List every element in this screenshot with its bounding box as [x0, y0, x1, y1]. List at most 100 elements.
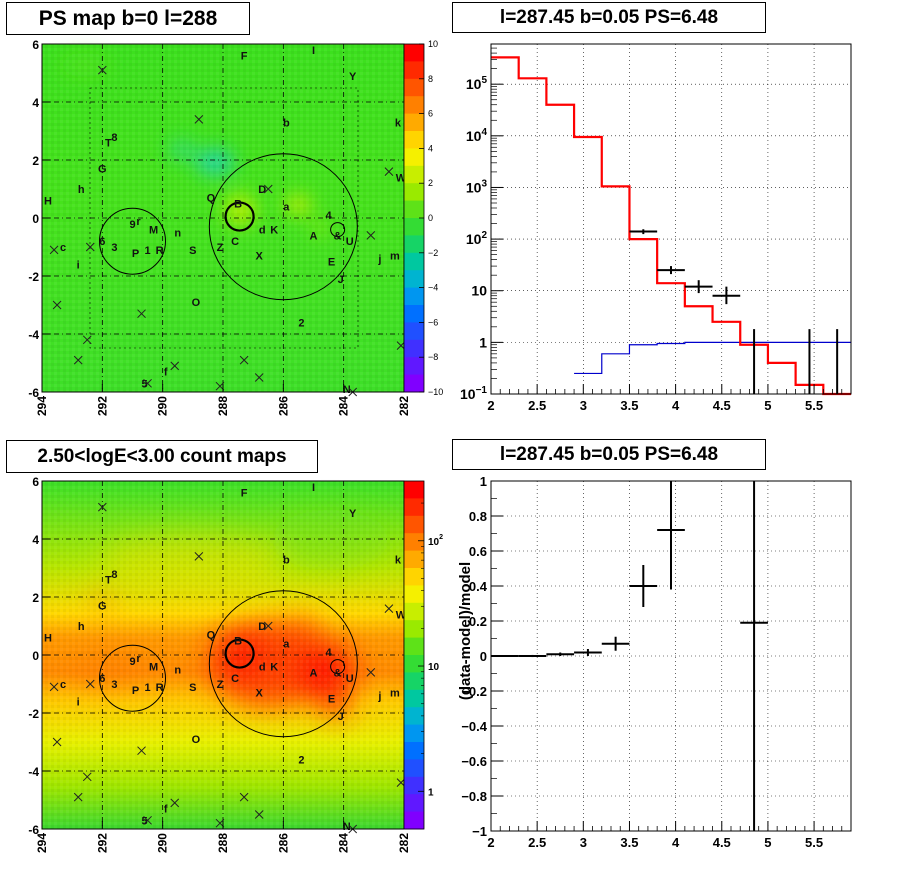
- title-residuals: l=287.45 b=0.05 PS=6.48: [452, 439, 766, 470]
- y-tick-label: 6: [32, 475, 39, 489]
- colorbar-cell: [404, 270, 424, 289]
- residual-x-tick-label: 3: [580, 835, 587, 850]
- residual-y-tick-label: 1: [480, 474, 487, 489]
- source-label: D: [258, 184, 266, 196]
- source-label: i: [77, 696, 80, 708]
- source-label: Y: [349, 71, 357, 83]
- y-tick-label: -6: [28, 823, 39, 837]
- source-label: O: [192, 297, 201, 309]
- y-tick-label: 0: [32, 649, 39, 663]
- colorbar-cell: [404, 533, 424, 552]
- cross-marker: [137, 746, 146, 756]
- residual-points: [491, 481, 768, 831]
- colorbar-tick-label: 10: [428, 662, 440, 673]
- residual-y-tick-label: 0.4: [469, 579, 488, 594]
- target-circle: [224, 201, 255, 232]
- cross-marker: [143, 815, 152, 825]
- cross-marker: [52, 300, 62, 310]
- source-label: 6: [99, 673, 105, 685]
- source-label: 3: [111, 679, 117, 691]
- ps-map-grid: [42, 44, 404, 392]
- spectrum-y-tick-label: 103: [466, 178, 488, 195]
- source-label: &: [334, 667, 342, 679]
- source-label: C: [231, 236, 239, 248]
- source-label: A: [310, 667, 318, 679]
- source-label: n: [174, 665, 181, 677]
- x-tick-label: 292: [95, 833, 109, 853]
- source-label: k: [395, 554, 402, 566]
- residual-x-tick-label: 2: [487, 835, 494, 850]
- source-label: 5: [142, 378, 148, 390]
- source-label: U: [346, 673, 354, 685]
- source-label: K: [270, 225, 278, 237]
- source-label: O: [192, 734, 201, 746]
- colorbar-tick-label: −4: [428, 283, 438, 293]
- x-tick-label: 284: [337, 396, 351, 416]
- x-tick-label: 288: [216, 396, 230, 416]
- source-label: 8: [111, 132, 117, 144]
- source-label: I: [312, 45, 315, 57]
- colorbar-cell: [404, 287, 424, 306]
- source-label: 8: [111, 569, 117, 581]
- y-tick-label: -4: [28, 765, 39, 779]
- x-tick-label: 282: [397, 833, 411, 853]
- ps-map-circles: [99, 153, 358, 301]
- y-tick-label: -2: [28, 707, 39, 721]
- colorbar-cell: [404, 498, 424, 517]
- x-tick-label: 286: [276, 396, 290, 416]
- cross-marker: [82, 772, 92, 782]
- colorbar-cell: [404, 794, 424, 813]
- colorbar-cell: [404, 44, 424, 62]
- cross-marker: [254, 810, 264, 819]
- source-label: n: [174, 228, 181, 240]
- source-label: b: [283, 117, 290, 129]
- source-label: 9: [129, 219, 135, 231]
- roi-circle-large: [208, 153, 358, 301]
- source-label: a: [283, 638, 290, 650]
- source-label: c: [60, 242, 66, 254]
- source-label: G: [98, 601, 107, 613]
- source-label: K: [270, 662, 278, 674]
- target-circle: [224, 638, 255, 669]
- cross-marker: [52, 737, 62, 747]
- x-tick-label: 290: [156, 396, 170, 416]
- residual-panel: 2 2.5 3 3.5 4 4.5 5 5.5 −1 −0.8 −0.6 −0.4 −0.2 0 0.2 0.…: [457, 474, 852, 850]
- colorbar-cell: [404, 252, 424, 271]
- colorbar-cell: [404, 148, 424, 167]
- y-tick-label: -4: [28, 328, 39, 342]
- source-label: i: [77, 259, 80, 271]
- source-circle-small: [330, 659, 346, 675]
- source-label: 2: [298, 754, 304, 766]
- y-tick-label: -6: [28, 386, 39, 400]
- roi-circle-large: [208, 590, 358, 738]
- y-tick-label: 4: [32, 96, 39, 110]
- source-label: H: [44, 196, 52, 208]
- y-tick-label: 2: [32, 591, 39, 605]
- source-label: 9: [129, 656, 135, 668]
- cross-marker: [73, 792, 83, 802]
- colorbar-tick-label: −2: [428, 248, 438, 258]
- y-tick-label: 6: [32, 38, 39, 52]
- source-label: d: [259, 225, 266, 237]
- colorbar-cell: [404, 481, 424, 499]
- spectrum-x-tick-label: 5.5: [805, 398, 823, 413]
- source-label: T: [105, 138, 112, 150]
- residual-x-tick-label: 4: [672, 835, 680, 850]
- spectrum-y-tick-label: 105: [466, 75, 488, 92]
- source-label: T: [105, 575, 112, 587]
- source-label: I: [312, 482, 315, 494]
- residual-x-tick-label: 5: [764, 835, 771, 850]
- cross-marker: [366, 231, 376, 240]
- spectrum-points: [629, 229, 839, 394]
- source-label: r: [136, 653, 141, 665]
- colorbar-cell: [404, 515, 424, 534]
- colorbar-cell: [404, 689, 424, 708]
- cross-marker: [82, 335, 92, 345]
- cross-marker: [143, 378, 152, 388]
- colorbar-cell: [404, 637, 424, 656]
- colorbar-cell: [404, 78, 424, 97]
- source-label: S: [189, 682, 196, 694]
- colorbar-tick-label: 0: [428, 213, 433, 223]
